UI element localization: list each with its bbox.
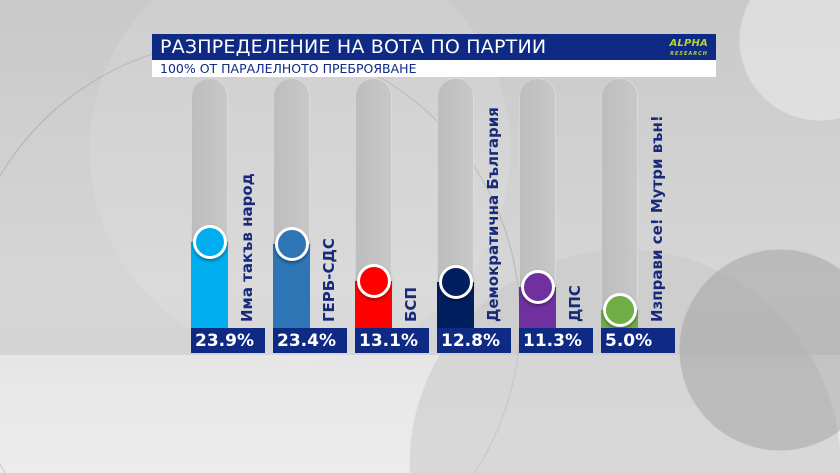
bar-marker <box>520 270 555 305</box>
bar-track <box>601 78 638 328</box>
category-label: БСП <box>402 287 420 322</box>
subtitle-text: 100% ОТ ПАРАЛЕЛНОТО ПРЕБРОЯВАНЕ <box>160 61 417 76</box>
bar-marker <box>602 293 637 327</box>
value-label: 23.9% <box>191 328 265 353</box>
value-label: 13.1% <box>355 328 429 353</box>
logo-name: ALPHA <box>669 38 708 49</box>
bar-marker <box>356 263 391 298</box>
value-label: 11.3% <box>519 328 593 353</box>
category-label: ГЕРБ-СДС <box>320 238 338 322</box>
chart-subtitle: 100% ОТ ПАРАЛЕЛНОТО ПРЕБРОЯВАНЕ <box>152 60 716 77</box>
bar-marker <box>274 226 309 261</box>
value-label: 23.4% <box>273 328 347 353</box>
category-label: Демократична България <box>484 107 502 322</box>
value-label: 5.0% <box>601 328 675 353</box>
category-label: Изправи се! Мутри вън! <box>648 115 666 322</box>
chart-title: РАЗПРЕДЕЛЕНИЕ НА ВОТА ПО ПАРТИИ ALPHA RES… <box>152 34 716 60</box>
alpha-research-logo: ALPHA RESEARCH <box>669 39 708 59</box>
logo-sub: RESEARCH <box>670 51 708 57</box>
bar-marker <box>438 264 473 299</box>
title-text: РАЗПРЕДЕЛЕНИЕ НА ВОТА ПО ПАРТИИ <box>160 36 547 58</box>
value-label: 12.8% <box>437 328 511 353</box>
bar-marker <box>192 224 227 259</box>
category-label: Има такъв народ <box>238 173 256 322</box>
category-label: ДПС <box>566 285 584 322</box>
